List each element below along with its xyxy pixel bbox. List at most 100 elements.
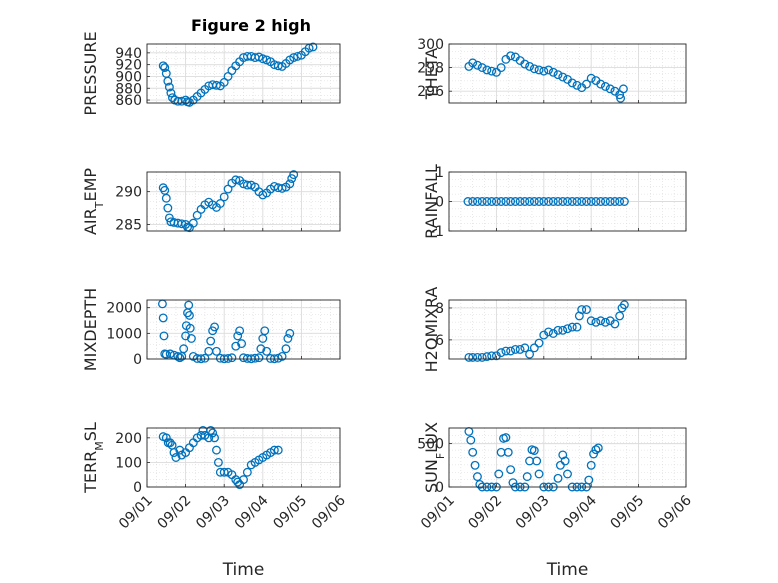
y-tick-label: 6 [435, 333, 444, 349]
y-tick-label: 1 [435, 165, 444, 181]
data-point [212, 346, 221, 356]
data-point [520, 197, 530, 206]
data-point [508, 478, 518, 488]
y-axis-label: PRESSURE [81, 31, 100, 115]
data-point [254, 353, 264, 363]
data-point [186, 334, 196, 343]
data-point [558, 72, 568, 82]
x-tick-label: 09/05 [608, 493, 648, 533]
y-tick-label: 290 [115, 185, 142, 201]
y-tick-label: 900 [115, 69, 142, 85]
data-point [582, 79, 591, 89]
data-point [619, 197, 629, 206]
data-point [506, 346, 516, 356]
data-point [239, 475, 248, 485]
x-tick-label: 09/02 [155, 493, 195, 533]
y-axis-label: AIRTEMP [81, 168, 106, 235]
data-point [605, 197, 615, 206]
data-point [586, 316, 596, 326]
data-point [522, 472, 532, 482]
data-point [185, 323, 195, 333]
y-axis-label: SUNFLUX [422, 422, 447, 493]
data-point [258, 54, 268, 64]
y-axis-label: THETA [422, 48, 441, 100]
axes-box [448, 43, 687, 104]
data-point [213, 457, 223, 467]
y-axis-label: MIXDEPTH [81, 288, 100, 371]
data-point [164, 82, 174, 92]
data-point [464, 352, 474, 362]
axes-box [146, 299, 341, 360]
data-point [219, 467, 229, 477]
data-point [468, 447, 478, 457]
x-tick-label: 09/02 [465, 493, 505, 533]
data-point [532, 456, 542, 466]
data-point [227, 353, 237, 363]
data-point [510, 344, 520, 354]
x-tick-label: 09/03 [513, 493, 553, 533]
x-tick-label: 09/06 [309, 492, 349, 532]
data-point [231, 341, 241, 351]
data-point [520, 59, 530, 69]
data-point [210, 322, 219, 332]
data-point [553, 325, 563, 335]
data-point [600, 197, 610, 206]
data-point [596, 197, 606, 206]
data-point [158, 313, 168, 323]
data-point [463, 197, 473, 206]
data-point [560, 456, 570, 466]
data-point [233, 331, 243, 341]
data-point [219, 192, 229, 202]
data-point [584, 475, 594, 485]
x-tick-label: 09/04 [560, 492, 600, 532]
data-point [529, 197, 539, 206]
y-tick-label: 500 [417, 437, 444, 453]
data-point [563, 469, 572, 479]
data-point [525, 349, 535, 359]
data-point [567, 78, 577, 88]
x-tick-label: 09/06 [655, 492, 695, 532]
y-tick-label: 285 [115, 217, 142, 233]
data-point [163, 76, 173, 86]
data-point [491, 197, 501, 206]
data-point [161, 193, 171, 203]
y-tick-label: -1 [430, 224, 444, 240]
data-point [468, 197, 478, 206]
data-point [482, 65, 492, 75]
data-point [223, 354, 233, 363]
data-point [534, 469, 544, 479]
data-point [586, 460, 596, 470]
data-point [582, 305, 591, 315]
data-point [589, 449, 599, 459]
data-point [487, 66, 497, 76]
data-point [515, 197, 525, 206]
data-point [171, 453, 181, 462]
data-point [539, 66, 549, 76]
data-point [242, 467, 252, 477]
x-tick-label: 09/01 [418, 493, 458, 533]
data-point [212, 80, 221, 90]
data-point [262, 346, 272, 356]
data-point [610, 197, 620, 206]
data-point [503, 447, 513, 457]
axes-box [448, 299, 687, 360]
x-tick-label: 09/05 [270, 493, 310, 533]
data-point [529, 64, 539, 74]
data-point [501, 197, 511, 206]
y-tick-label: 2000 [106, 301, 142, 317]
y-tick-label: 0 [133, 352, 142, 368]
data-point [491, 67, 501, 77]
data-point [233, 477, 243, 487]
data-point [577, 197, 587, 206]
data-point [477, 197, 487, 206]
data-point [285, 179, 295, 189]
data-point [175, 353, 185, 363]
data-point [487, 197, 497, 206]
data-point [472, 197, 482, 206]
y-axis-label: H2OMIXRA [422, 287, 441, 373]
data-point [235, 326, 245, 336]
x-tick-label: 09/01 [116, 493, 156, 533]
data-point [529, 343, 539, 353]
data-point [273, 445, 283, 455]
